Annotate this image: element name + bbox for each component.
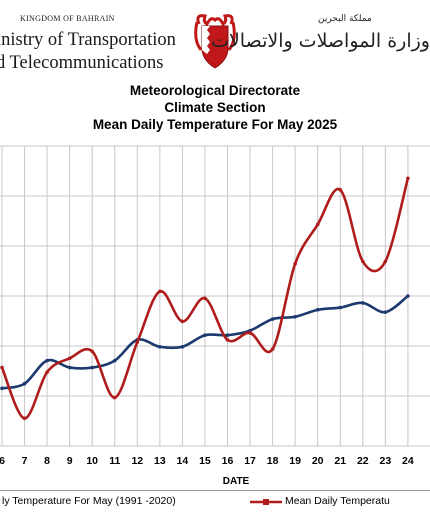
series-normal-point <box>158 344 162 349</box>
series-normal-point <box>293 314 297 319</box>
legend-current-label: Mean Daily Temperatu <box>285 495 390 507</box>
series-current-point <box>135 340 140 344</box>
x-tick-label: 21 <box>334 455 346 467</box>
ministry-line-2: d Telecommunications <box>0 53 164 73</box>
x-tick-labels: 6 7 8 9 10 11 12 13 14 15 16 17 18 19 20 21 22 23 24 <box>0 455 414 467</box>
series-normal-point <box>0 386 4 391</box>
arabic-ministry-name: وزارة المواصلات والاتصالات <box>211 30 430 52</box>
series-current-point <box>361 259 365 264</box>
series-normal-point <box>361 301 365 305</box>
ministry-line-1: inistry of Transportation <box>0 30 176 50</box>
series-current-point <box>158 289 162 294</box>
series-normal-point <box>112 358 117 363</box>
series-normal-point <box>203 333 207 338</box>
x-tick-label: 14 <box>177 455 189 467</box>
legend-normal-label: ly Temperature For May (1991 -2020) <box>2 495 176 507</box>
series-current-point <box>383 259 388 264</box>
series-normal-point <box>315 308 320 312</box>
x-tick-label: 13 <box>154 455 166 467</box>
line-chart: 6 7 8 9 10 11 12 13 14 15 16 17 18 19 20 21 22 23 24 DATE <box>0 145 430 487</box>
series-normal-point <box>225 333 230 338</box>
series-normal-point <box>270 317 275 321</box>
x-tick-label: 17 <box>244 455 256 467</box>
series-current-point <box>112 395 117 400</box>
series-current-point <box>406 176 410 181</box>
x-tick-label: 24 <box>402 455 414 467</box>
series-current-point <box>293 261 297 266</box>
series-normal-point <box>67 365 72 370</box>
series-current-point <box>45 370 49 374</box>
x-tick-label: 22 <box>357 455 369 467</box>
x-tick-label: 19 <box>289 455 301 467</box>
series-current-point <box>270 347 275 351</box>
series-current-point <box>248 331 252 335</box>
chart-titles: Meteorological Directorate Climate Secti… <box>0 82 430 133</box>
kingdom-label: KINGDOM OF BAHRAIN <box>20 14 115 23</box>
legend: ly Temperature For May (1991 -2020) Mean… <box>0 490 430 526</box>
x-tick-label: 20 <box>312 455 324 467</box>
ministry-name: inistry of Transportation d Telecommunic… <box>0 29 176 75</box>
legend-swatches <box>250 499 282 505</box>
series-current-point <box>315 222 320 227</box>
x-tick-label: 7 <box>22 455 28 467</box>
series-current-point <box>203 296 207 301</box>
x-tick-label: 6 <box>0 455 5 467</box>
series-normal-point <box>406 294 410 298</box>
series-normal-point <box>180 344 185 349</box>
x-axis-label: DATE <box>223 476 250 487</box>
x-tick-label: 10 <box>86 455 98 467</box>
series-normal-point <box>22 381 27 386</box>
chart-title-line-2: Climate Section <box>164 100 266 115</box>
series-current-point <box>67 356 72 361</box>
x-tick-label: 16 <box>222 455 234 467</box>
series-normal-point <box>45 358 49 363</box>
x-tick-label: 12 <box>131 455 143 467</box>
series-normal-point <box>383 310 388 314</box>
series-current-point <box>338 188 343 192</box>
series-current-point <box>0 365 4 370</box>
x-tick-label: 15 <box>199 455 211 467</box>
arabic-kingdom-label: مملكة البحرين <box>318 14 372 24</box>
series-normal-point <box>90 365 94 370</box>
series-current-point <box>90 349 94 354</box>
chart-title-line-3: Mean Daily Temperature For May 2025 <box>92 117 338 132</box>
chart-title-line-1: Meteorological Directorate <box>129 83 301 98</box>
legend-swatch-current-marker <box>263 499 269 505</box>
series-layer <box>0 176 410 421</box>
series-normal-point <box>338 305 343 310</box>
x-tick-label: 8 <box>44 455 50 467</box>
x-tick-label: 9 <box>67 455 73 467</box>
header: KINGDOM OF BAHRAIN inistry of Transporta… <box>0 0 430 80</box>
series-current-point <box>180 319 185 324</box>
x-tick-label: 18 <box>267 455 279 467</box>
x-tick-label: 11 <box>109 455 120 467</box>
bahrain-emblem-icon <box>194 14 236 69</box>
x-tick-label: 23 <box>380 455 392 467</box>
chart-grid <box>0 145 430 447</box>
series-current-point <box>22 416 27 421</box>
series-current-point <box>225 338 230 342</box>
